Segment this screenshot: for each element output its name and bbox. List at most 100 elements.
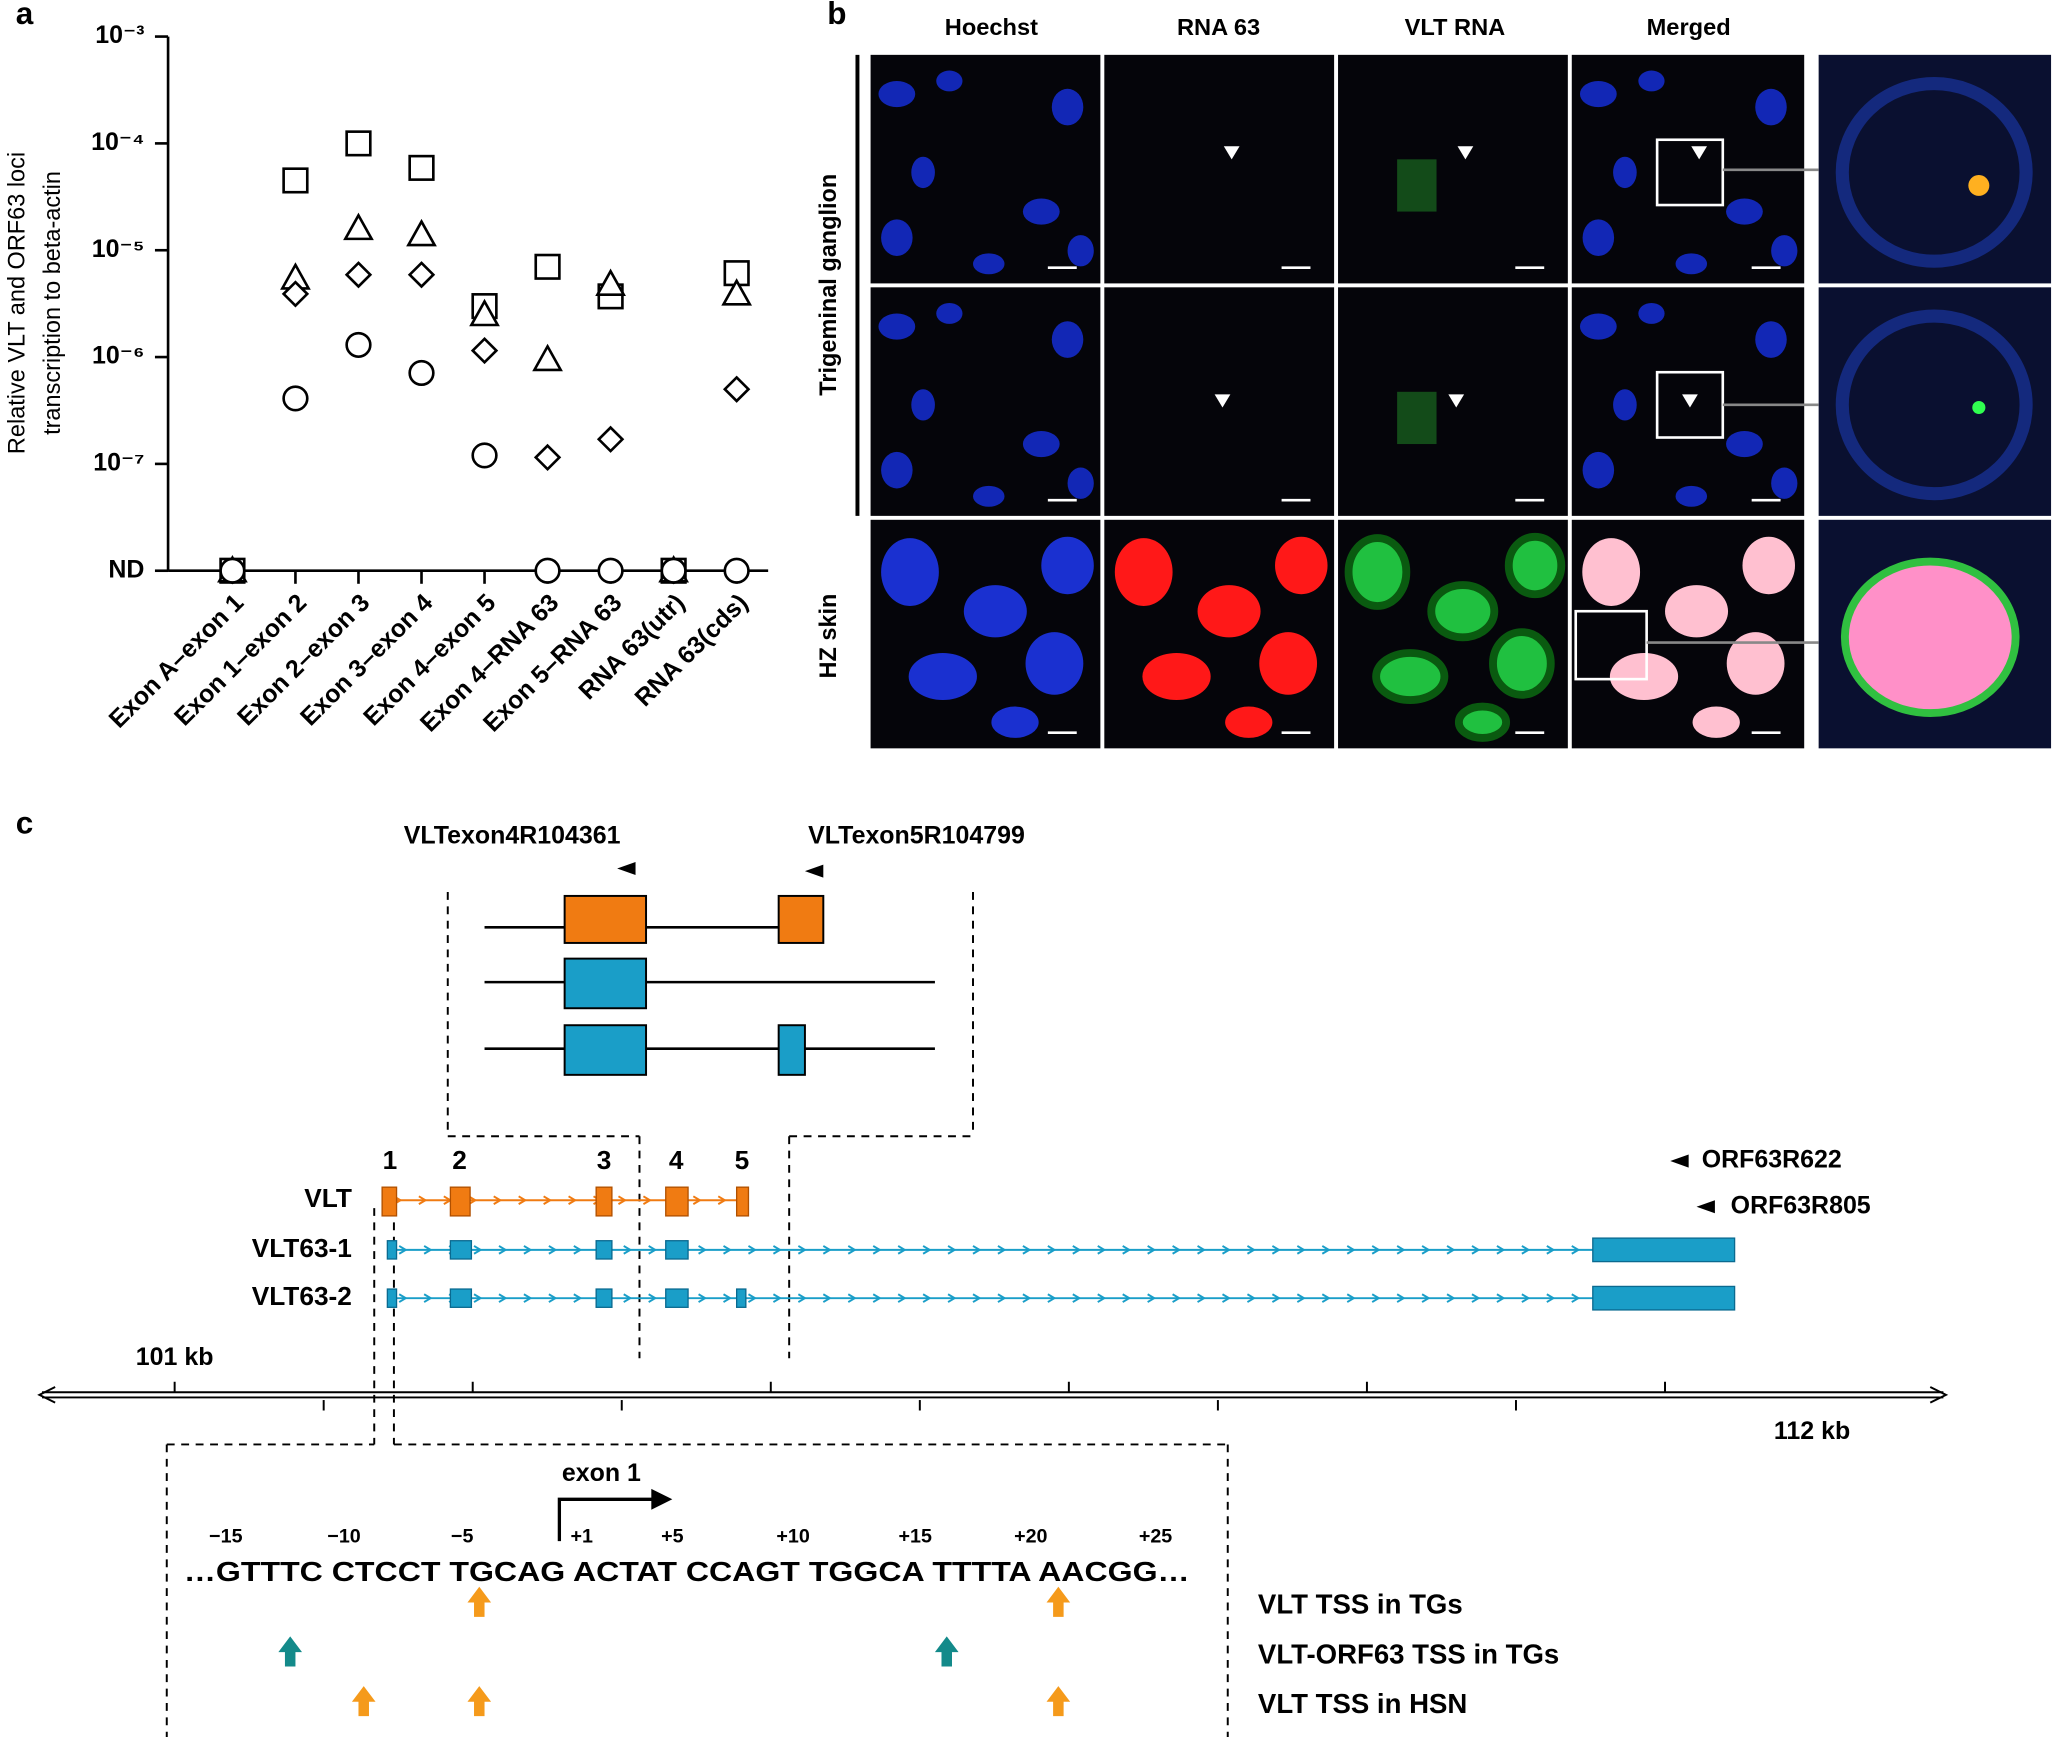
strand-chevron	[473, 1293, 483, 1303]
strand-chevron	[1571, 1293, 1581, 1303]
row-label: Trigeminal ganglion	[815, 174, 841, 396]
strand-chevron	[642, 1195, 652, 1205]
cell	[1225, 706, 1273, 738]
strand-chevron	[418, 1195, 428, 1205]
strand-chevron	[518, 1195, 528, 1205]
strand-chevron	[1246, 1293, 1256, 1303]
exon-box	[563, 894, 648, 944]
strand-chevron	[1471, 1293, 1481, 1303]
strand-chevron	[922, 1293, 932, 1303]
panel-label: b	[827, 0, 846, 31]
primer-label: ORF63R805	[1731, 1191, 1871, 1219]
point-circle	[534, 557, 561, 584]
tss-row-label: VLT-ORF63 TSS in TGs	[1258, 1638, 1559, 1669]
strand-chevron	[1097, 1245, 1107, 1255]
column-header: Merged	[1647, 14, 1731, 40]
exon-box	[563, 1024, 648, 1076]
nucleus	[1726, 198, 1763, 225]
point-square	[345, 130, 372, 157]
panel-label: a	[16, 0, 34, 31]
primer-arrow	[1670, 1154, 1689, 1168]
micrograph	[1818, 54, 2052, 284]
cell	[1489, 628, 1555, 699]
point-triangle	[469, 298, 500, 327]
strand-chevron	[1172, 1293, 1182, 1303]
nucleus	[1579, 313, 1617, 340]
strand-chevron	[1271, 1245, 1281, 1255]
strand-chevron	[772, 1293, 782, 1303]
point-circle	[408, 359, 435, 387]
exon-number: 2	[452, 1145, 467, 1175]
exon-box	[1592, 1237, 1736, 1263]
exon-box	[595, 1288, 613, 1308]
strand-chevron	[922, 1245, 932, 1255]
strand-chevron	[468, 1195, 478, 1205]
strand-chevron	[1072, 1245, 1082, 1255]
arrowhead	[1457, 146, 1474, 160]
tss-site-arrow	[1046, 1686, 1071, 1717]
exon-box	[449, 1240, 473, 1260]
nucleus	[1067, 467, 1094, 499]
arrowhead	[1214, 394, 1231, 408]
nucleus	[1771, 467, 1798, 499]
strand-chevron	[498, 1293, 508, 1303]
strand-chevron	[1122, 1293, 1132, 1303]
signal	[1397, 391, 1437, 445]
strand-chevron	[1371, 1293, 1381, 1303]
cell	[881, 538, 939, 606]
strand-chevron	[1197, 1293, 1207, 1303]
cell	[1259, 632, 1318, 695]
scale-label: 101 kb	[136, 1343, 214, 1371]
strand-chevron	[772, 1245, 782, 1255]
y-tick-label: 10⁻⁵	[92, 235, 145, 263]
tss-label: exon 1	[562, 1459, 641, 1487]
strand-chevron	[698, 1245, 708, 1255]
cell	[1840, 557, 2020, 718]
strand-chevron	[692, 1195, 702, 1205]
tss-site-arrow	[934, 1636, 959, 1667]
tss-site-arrow	[467, 1686, 492, 1717]
signal	[1972, 400, 1986, 415]
cell	[1692, 706, 1740, 738]
cell	[1344, 534, 1411, 610]
nucleus	[1613, 389, 1637, 421]
nucleus	[1067, 235, 1094, 267]
strand-chevron	[997, 1245, 1007, 1255]
cell	[1726, 632, 1785, 695]
primer-arrow	[617, 861, 636, 876]
point-diamond	[470, 336, 499, 365]
exon-box	[595, 1240, 613, 1260]
nucleus	[1835, 309, 2033, 501]
exon-box	[381, 1186, 398, 1217]
nucleus	[881, 451, 913, 489]
position-label: +25	[1139, 1525, 1172, 1547]
nucleus	[1582, 451, 1615, 489]
point-circle	[660, 557, 687, 584]
primer-label: VLTexon4R104361	[404, 822, 621, 850]
strand-chevron	[1047, 1293, 1057, 1303]
exon-box	[449, 1288, 473, 1308]
exon-box	[665, 1186, 689, 1217]
position-label: +20	[1014, 1525, 1047, 1547]
strand-chevron	[1122, 1245, 1132, 1255]
strand-chevron	[398, 1293, 408, 1303]
strand-chevron	[648, 1293, 658, 1303]
point-triangle	[343, 212, 374, 241]
cell	[1427, 581, 1499, 642]
strand-chevron	[623, 1245, 633, 1255]
strand-chevron	[1047, 1245, 1057, 1255]
strand-chevron	[717, 1195, 727, 1205]
strand-chevron	[1471, 1245, 1481, 1255]
axis-arrow	[37, 1386, 56, 1404]
exon-number: 1	[383, 1145, 398, 1175]
y-tick-label: ND	[108, 555, 144, 583]
strand-chevron	[1346, 1293, 1356, 1303]
exon-number: 3	[597, 1145, 612, 1175]
micrograph	[1104, 54, 1335, 284]
row-label: HZ skin	[815, 594, 841, 679]
point-circle	[219, 557, 246, 584]
strand-chevron	[1496, 1245, 1506, 1255]
strand-chevron	[1546, 1245, 1556, 1255]
arrowhead	[1691, 146, 1708, 160]
